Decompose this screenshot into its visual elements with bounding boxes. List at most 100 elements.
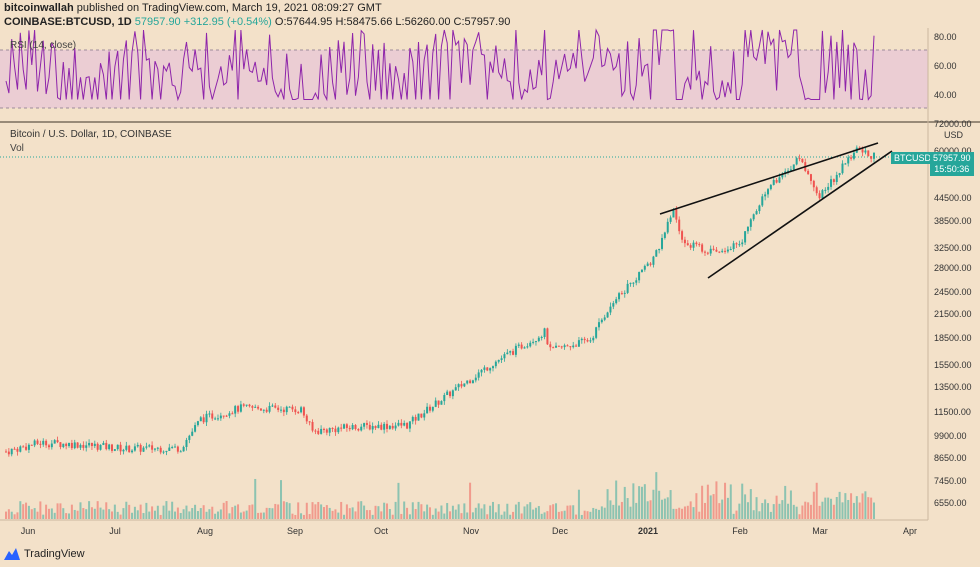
volume-bar	[769, 511, 772, 519]
candle-body	[864, 150, 867, 153]
volume-bar	[643, 484, 646, 519]
volume-bar	[325, 505, 328, 519]
volume-bar	[491, 501, 494, 519]
candle-body	[678, 219, 681, 232]
volume-bar	[365, 510, 368, 519]
candle-body	[469, 380, 472, 384]
candle-body	[45, 440, 48, 446]
volume-bar	[165, 501, 168, 519]
price-tick-label: 28000.00	[934, 263, 972, 273]
volume-bar	[354, 511, 357, 519]
volume-bar	[271, 508, 274, 519]
candle-body	[726, 249, 729, 252]
candle-body	[489, 368, 492, 371]
candle-body	[7, 451, 10, 455]
candle-body	[815, 187, 818, 194]
candle-body	[159, 447, 162, 453]
candle-body	[171, 447, 174, 449]
volume-bar	[237, 504, 240, 519]
last-price-tag-time: 15:50:36	[934, 164, 970, 174]
volume-bar	[761, 503, 764, 519]
volume-bar	[781, 500, 784, 519]
volume-bar	[159, 514, 162, 519]
volume-bar	[25, 502, 28, 519]
volume-bar	[477, 503, 480, 519]
volume-bar	[718, 503, 721, 519]
volume-bar	[357, 501, 360, 519]
candle-body	[827, 186, 830, 190]
candle-body	[738, 244, 741, 246]
candle-body	[824, 189, 827, 191]
volume-bar	[858, 502, 861, 519]
candle-body	[365, 423, 368, 425]
candle-body	[408, 421, 411, 429]
volume-bar	[835, 497, 838, 519]
volume-bar	[494, 512, 497, 519]
candle-body	[752, 214, 755, 220]
volume-bar	[102, 509, 105, 519]
volume-bar	[406, 507, 409, 519]
volume-bar	[176, 507, 179, 519]
volume-bar	[709, 495, 712, 519]
volume-bar	[649, 500, 652, 519]
candle-body	[781, 174, 784, 178]
volume-bar	[259, 512, 262, 519]
volume-bar	[343, 514, 346, 519]
candle-body	[337, 427, 340, 433]
volume-bar	[148, 511, 151, 519]
volume-bar	[804, 501, 807, 519]
candle-body	[254, 406, 257, 408]
volume-bar	[566, 505, 569, 519]
volume-bar	[600, 506, 603, 519]
volume-bar	[88, 501, 91, 519]
candle-body	[214, 418, 217, 420]
candle-body	[449, 391, 452, 397]
candle-body	[635, 280, 638, 283]
candle-body	[136, 444, 139, 447]
candle-body	[282, 409, 285, 413]
volume-bar	[105, 502, 108, 519]
candle-body	[42, 440, 45, 445]
volume-bar	[265, 507, 268, 519]
volume-bar	[211, 506, 214, 519]
volume-bar	[5, 511, 7, 519]
low-value: L:56260.00	[395, 16, 451, 28]
volume-bar	[701, 485, 704, 519]
candle-body	[698, 244, 701, 246]
candle-body	[380, 424, 383, 430]
volume-bar	[90, 507, 93, 519]
candle-body	[216, 418, 219, 420]
candle-body	[185, 439, 188, 447]
candle-body	[500, 358, 503, 360]
candle-body	[491, 366, 494, 369]
volume-bar	[308, 514, 311, 519]
volume-bar	[775, 495, 778, 519]
volume-bar	[39, 501, 42, 519]
volume-bar	[231, 507, 234, 519]
volume-bar	[784, 485, 787, 519]
candle-body	[503, 354, 506, 359]
candle-body	[188, 435, 191, 440]
volume-bar	[847, 499, 850, 519]
volume-bar	[408, 514, 411, 519]
volume-bar	[503, 511, 506, 519]
tradingview-logo-icon	[4, 548, 20, 560]
volume-bar	[99, 507, 102, 519]
candle-body	[832, 179, 835, 182]
volume-bar	[320, 504, 323, 519]
candle-body	[196, 421, 199, 426]
candle-body	[411, 416, 414, 422]
volume-bar	[500, 514, 503, 519]
candle-body	[151, 445, 154, 450]
candle-body	[268, 405, 271, 412]
volume-bar	[53, 512, 56, 519]
candle-body	[156, 447, 159, 449]
volume-bar	[225, 501, 228, 519]
candle-body	[65, 443, 68, 447]
candle-body	[368, 424, 371, 430]
symbol-price-tag: BTCUSD	[891, 152, 935, 164]
volume-bar	[314, 504, 317, 519]
candle-body	[397, 422, 400, 426]
candle-body	[443, 395, 446, 402]
